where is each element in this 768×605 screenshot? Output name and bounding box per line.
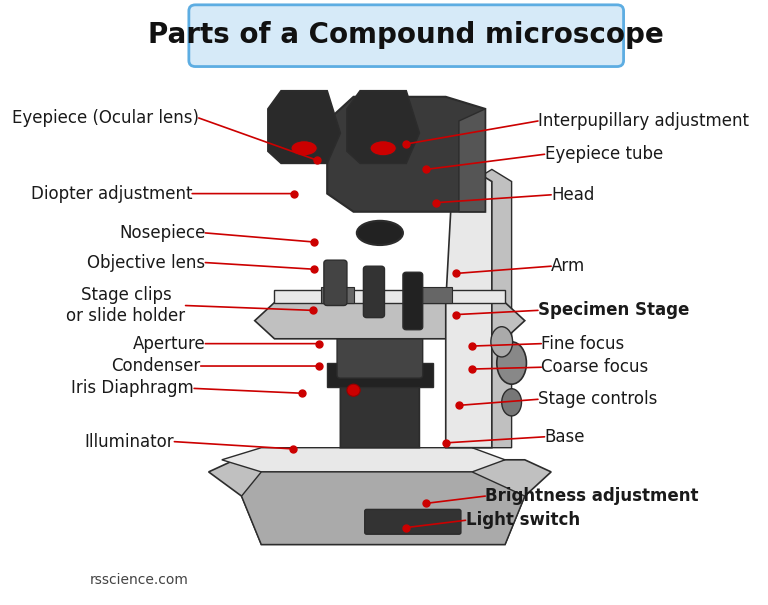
FancyBboxPatch shape [337,336,422,378]
FancyBboxPatch shape [320,287,353,302]
Text: Coarse focus: Coarse focus [541,358,648,376]
Text: Stage controls: Stage controls [538,390,657,408]
Text: Diopter adjustment: Diopter adjustment [31,185,192,203]
Polygon shape [327,97,485,212]
Polygon shape [255,302,525,339]
Text: Aperture: Aperture [133,335,205,353]
Text: Arm: Arm [551,257,585,275]
Text: Interpupillary adjustment: Interpupillary adjustment [538,112,749,130]
Ellipse shape [491,327,512,357]
Ellipse shape [347,384,360,396]
Polygon shape [268,91,340,163]
Ellipse shape [291,140,317,156]
Text: Objective lens: Objective lens [88,253,205,272]
Polygon shape [459,109,485,212]
Text: Base: Base [545,428,585,446]
Text: Head: Head [551,186,594,204]
Ellipse shape [357,221,403,245]
Ellipse shape [502,388,521,416]
Text: Fine focus: Fine focus [541,335,624,353]
Text: Light switch: Light switch [465,511,580,529]
Text: Condenser: Condenser [111,357,200,375]
Text: Iris Diaphragm: Iris Diaphragm [71,379,194,397]
Polygon shape [209,460,551,544]
Ellipse shape [497,342,526,384]
FancyBboxPatch shape [189,5,624,67]
FancyBboxPatch shape [403,272,422,330]
Polygon shape [222,448,505,472]
FancyBboxPatch shape [363,266,385,318]
Polygon shape [340,351,419,448]
Polygon shape [347,91,419,163]
Polygon shape [242,472,525,544]
Text: Brightness adjustment: Brightness adjustment [485,487,699,505]
Text: Eyepiece tube: Eyepiece tube [545,145,663,163]
Ellipse shape [370,140,396,156]
Text: Illuminator: Illuminator [84,433,174,451]
Polygon shape [472,169,511,448]
Text: Nosepiece: Nosepiece [119,224,205,242]
Text: Eyepiece (Ocular lens): Eyepiece (Ocular lens) [12,109,199,127]
FancyBboxPatch shape [365,509,461,534]
Polygon shape [445,169,492,448]
Text: rsscience.com: rsscience.com [90,573,189,587]
Polygon shape [327,363,432,387]
FancyBboxPatch shape [419,287,452,302]
Text: Specimen Stage: Specimen Stage [538,301,690,319]
Text: Parts of a Compound microscope: Parts of a Compound microscope [148,21,664,49]
FancyBboxPatch shape [324,260,347,306]
Polygon shape [274,290,505,302]
Text: Stage clips
or slide holder: Stage clips or slide holder [67,286,186,325]
